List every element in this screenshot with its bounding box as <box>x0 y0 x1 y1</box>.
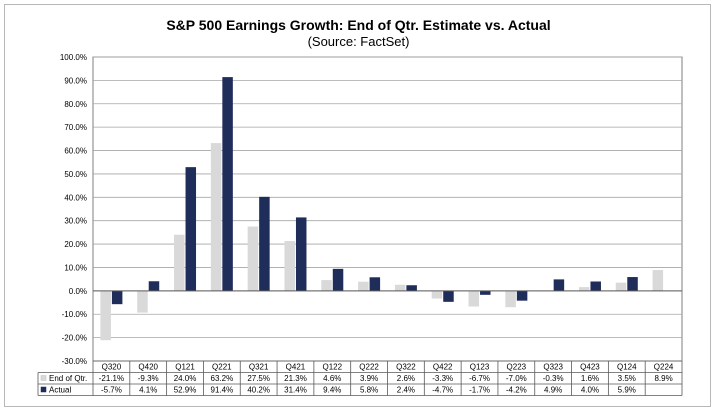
legend-swatch-actual <box>40 386 47 393</box>
y-tick-label: 0.0% <box>69 287 87 296</box>
bar-actual <box>111 290 123 305</box>
x-tick-label: Q124 <box>617 363 637 372</box>
bar-actual <box>553 279 565 291</box>
y-tick-label: 100.0% <box>60 53 87 62</box>
bar-end-of-qtr <box>210 143 222 291</box>
bar-actual <box>516 290 528 301</box>
data-label: 91.4% <box>211 386 234 395</box>
y-tick-label: 90.0% <box>64 76 87 85</box>
bar-actual <box>406 285 417 291</box>
bar-end-of-qtr <box>321 280 332 291</box>
bar-end-of-qtr <box>247 226 259 291</box>
x-tick-label: Q423 <box>580 363 600 372</box>
data-label: 2.6% <box>397 374 415 383</box>
data-label: 1.6% <box>581 374 599 383</box>
bar-actual <box>627 277 638 291</box>
bar-end-of-qtr <box>284 241 295 291</box>
data-label: -1.7% <box>469 386 490 395</box>
x-tick-label: Q224 <box>654 363 674 372</box>
data-label: 4.0% <box>581 386 599 395</box>
x-tick-label: Q421 <box>286 363 306 372</box>
y-tick-label: 80.0% <box>64 100 87 109</box>
data-label: 5.9% <box>618 386 636 395</box>
bar-end-of-qtr <box>431 290 443 299</box>
y-tick-label: 70.0% <box>64 123 87 132</box>
bar-end-of-qtr <box>578 287 590 291</box>
data-label: -5.7% <box>101 386 122 395</box>
bar-end-of-qtr <box>358 281 369 291</box>
data-label: -9.3% <box>138 374 159 383</box>
bar-end-of-qtr <box>137 290 148 313</box>
data-label: 9.4% <box>323 386 341 395</box>
x-tick-label: Q320 <box>102 363 122 372</box>
y-tick-label: 20.0% <box>64 240 87 249</box>
y-tick-label: 60.0% <box>64 147 87 156</box>
x-tick-label: Q322 <box>396 363 416 372</box>
bar-actual <box>295 217 307 291</box>
legend-swatch-end-of-qtr <box>40 375 47 381</box>
data-label: -3.3% <box>432 374 453 383</box>
data-label: 3.5% <box>618 374 636 383</box>
data-label: -21.1% <box>99 374 124 383</box>
y-tick-label: 40.0% <box>64 193 87 202</box>
plot-area <box>92 56 683 362</box>
bar-end-of-qtr <box>468 290 480 307</box>
bar-actual <box>259 196 270 291</box>
bar-actual <box>185 167 197 291</box>
data-label: 2.4% <box>397 386 415 395</box>
bar-end-of-qtr <box>505 290 516 308</box>
data-label: 4.6% <box>323 374 341 383</box>
bar-end-of-qtr <box>394 284 406 291</box>
data-label: 21.3% <box>284 374 307 383</box>
bar-end-of-qtr <box>615 282 627 291</box>
data-label: 63.2% <box>211 374 234 383</box>
x-tick-label: Q321 <box>249 363 269 372</box>
bar-actual <box>590 281 601 291</box>
chart-subtitle: (Source: FactSet) <box>307 34 410 49</box>
data-label: 27.5% <box>247 374 270 383</box>
x-tick-label: Q221 <box>212 363 232 372</box>
x-tick-label: Q323 <box>543 363 563 372</box>
bar-end-of-qtr <box>652 270 664 291</box>
bar-actual <box>443 290 454 302</box>
data-label: -4.2% <box>506 386 527 395</box>
data-label: -4.7% <box>432 386 453 395</box>
y-tick-label: 10.0% <box>64 263 87 272</box>
data-label: 40.2% <box>247 386 270 395</box>
y-tick-label: -10.0% <box>62 310 87 319</box>
x-tick-label: Q222 <box>359 363 379 372</box>
legend-label: Actual <box>49 386 71 395</box>
data-label: 4.1% <box>139 386 157 395</box>
y-tick-label: -30.0% <box>62 357 87 366</box>
chart-title: S&P 500 Earnings Growth: End of Qtr. Est… <box>166 17 551 33</box>
bar-end-of-qtr <box>100 290 111 341</box>
bar-actual <box>148 281 160 291</box>
data-label: -6.7% <box>469 374 490 383</box>
data-label: 52.9% <box>174 386 197 395</box>
x-tick-label: Q422 <box>433 363 453 372</box>
x-tick-label: Q420 <box>138 363 158 372</box>
x-tick-label: Q223 <box>507 363 527 372</box>
y-tick-label: 30.0% <box>64 217 87 226</box>
bar-actual <box>369 277 381 291</box>
x-tick-label: Q122 <box>322 363 342 372</box>
x-tick-label: Q121 <box>175 363 195 372</box>
data-label: -7.0% <box>506 374 527 383</box>
data-label: -0.3% <box>543 374 564 383</box>
data-label: 4.9% <box>544 386 562 395</box>
bar-actual <box>222 77 233 291</box>
x-tick-label: Q123 <box>470 363 490 372</box>
y-tick-label: -20.0% <box>62 334 87 343</box>
data-label: 5.8% <box>360 386 378 395</box>
legend-label: End of Qtr. <box>49 374 87 383</box>
data-label: 3.9% <box>360 374 378 383</box>
y-tick-label: 50.0% <box>64 170 87 179</box>
bar-end-of-qtr <box>174 234 185 291</box>
data-label: 31.4% <box>284 386 307 395</box>
data-label: 24.0% <box>174 374 197 383</box>
bar-actual <box>480 290 491 295</box>
bar-actual <box>332 268 344 291</box>
data-label: 8.9% <box>654 374 672 383</box>
